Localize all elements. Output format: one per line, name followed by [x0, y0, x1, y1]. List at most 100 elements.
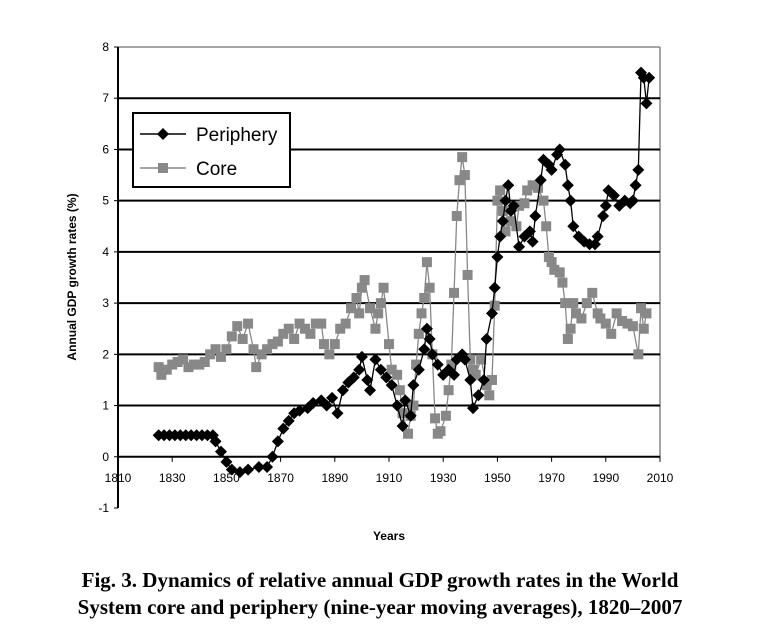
- data-point-core: [232, 321, 243, 332]
- data-point-periphery: [545, 163, 558, 176]
- data-point-periphery: [491, 251, 504, 264]
- data-point-core: [215, 351, 226, 362]
- data-point-periphery: [488, 281, 501, 294]
- legend-marker-periphery: [157, 128, 169, 140]
- data-point-core: [633, 349, 644, 360]
- data-point-core: [576, 313, 587, 324]
- y-tick-label: 6: [102, 142, 109, 156]
- data-point-periphery: [242, 463, 255, 476]
- data-point-periphery: [355, 350, 368, 363]
- data-point-periphery: [607, 189, 620, 202]
- data-point-periphery: [282, 414, 295, 427]
- data-point-periphery: [502, 179, 515, 192]
- data-point-core: [533, 182, 544, 193]
- data-point-core: [451, 211, 462, 222]
- data-point-periphery: [494, 230, 507, 243]
- legend-label-core: Core: [196, 159, 237, 180]
- data-point-core: [167, 359, 178, 370]
- data-point-core: [587, 287, 598, 298]
- data-point-periphery: [399, 394, 412, 407]
- data-point-core: [554, 267, 565, 278]
- x-tick-label: 1950: [484, 471, 511, 485]
- y-tick-label: 2: [102, 347, 109, 361]
- data-point-core: [424, 282, 435, 293]
- data-point-periphery: [271, 435, 284, 448]
- data-point-periphery: [353, 363, 366, 376]
- y-axis-label: Annual GDP growth rates (%): [65, 193, 79, 360]
- data-point-periphery: [591, 230, 604, 243]
- data-point-periphery: [423, 332, 436, 345]
- data-point-core: [492, 195, 503, 206]
- data-point-periphery: [220, 455, 233, 468]
- data-point-core: [188, 359, 199, 370]
- data-point-core: [156, 369, 167, 380]
- y-tick-label: 3: [102, 296, 109, 310]
- data-point-periphery: [320, 399, 333, 412]
- data-point-core: [153, 362, 164, 373]
- data-point-core: [210, 344, 221, 355]
- data-point-periphery: [559, 158, 572, 171]
- data-point-periphery: [643, 71, 656, 84]
- x-tick-label: 1990: [592, 471, 619, 485]
- data-point-core: [402, 428, 413, 439]
- data-point-core: [283, 323, 294, 334]
- data-point-core: [178, 354, 189, 365]
- data-point-core: [495, 185, 506, 196]
- data-point-periphery: [448, 368, 461, 381]
- data-point-periphery: [361, 373, 374, 386]
- data-point-core: [256, 349, 267, 360]
- data-point-core: [462, 269, 473, 280]
- data-point-periphery: [347, 371, 360, 384]
- data-point-core: [384, 339, 394, 350]
- data-point-periphery: [564, 194, 577, 207]
- data-point-core: [346, 303, 357, 314]
- data-point-core: [435, 426, 446, 437]
- data-point-core: [636, 303, 647, 314]
- data-point-periphery: [326, 391, 339, 404]
- data-point-core: [378, 282, 389, 293]
- data-point-core: [397, 408, 408, 419]
- data-point-core: [354, 308, 365, 319]
- data-point-periphery: [364, 384, 377, 397]
- x-tick-label: 1810: [105, 471, 132, 485]
- data-point-core: [324, 349, 335, 360]
- x-tick-label: 1970: [538, 471, 565, 485]
- data-point-core: [356, 282, 367, 293]
- data-point-periphery: [485, 307, 498, 320]
- x-tick-label: 2010: [647, 471, 674, 485]
- y-tick-label: 1: [102, 399, 109, 413]
- data-point-core: [318, 339, 329, 350]
- data-point-core: [294, 318, 305, 329]
- data-point-core: [617, 316, 628, 327]
- y-tick-label: 4: [102, 245, 109, 259]
- data-point-core: [194, 359, 205, 370]
- data-point-core: [468, 364, 479, 375]
- data-point-core: [413, 328, 424, 339]
- data-point-core: [557, 277, 568, 288]
- data-point-core: [183, 362, 194, 373]
- data-point-periphery: [629, 179, 642, 192]
- data-point-core: [489, 300, 500, 311]
- data-point-core: [500, 226, 511, 237]
- data-point-core: [161, 364, 172, 375]
- data-point-core: [251, 362, 262, 373]
- data-point-periphery: [597, 210, 610, 223]
- data-point-core: [505, 216, 516, 227]
- y-tick-label: 7: [102, 91, 109, 105]
- data-point-periphery: [331, 407, 344, 420]
- data-point-core: [560, 298, 571, 309]
- data-point-periphery: [534, 174, 547, 187]
- data-point-core: [522, 185, 533, 196]
- data-point-core: [454, 175, 465, 186]
- data-point-core: [538, 195, 549, 206]
- data-point-core: [351, 292, 362, 303]
- data-point-periphery: [626, 194, 639, 207]
- data-point-core: [549, 264, 560, 275]
- data-point-periphery: [567, 220, 580, 233]
- data-point-periphery: [266, 450, 279, 463]
- data-point-core: [172, 357, 183, 368]
- data-point-periphery: [458, 353, 471, 366]
- x-tick-label: 1930: [430, 471, 457, 485]
- x-tick-label: 1870: [267, 471, 294, 485]
- data-point-periphery: [507, 199, 520, 212]
